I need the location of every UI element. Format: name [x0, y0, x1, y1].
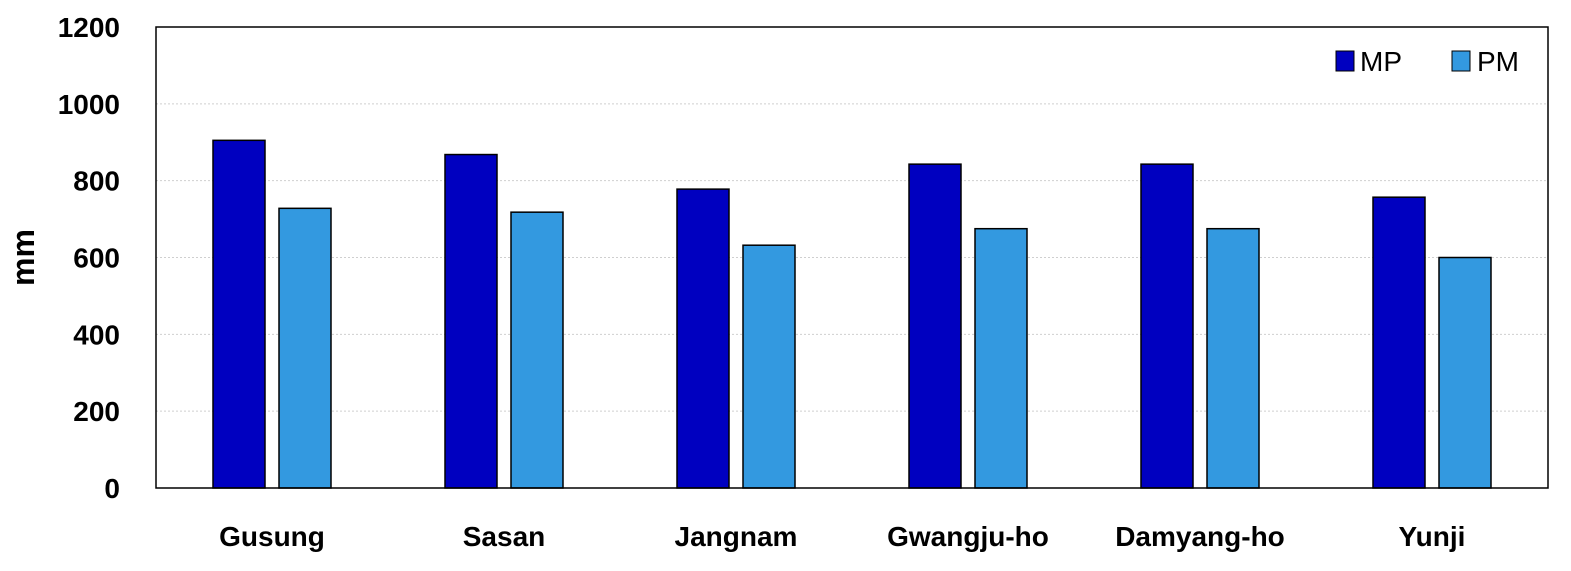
bar-mp-gusung — [212, 139, 266, 489]
y-tick-label: 400 — [73, 319, 120, 350]
x-category-label: Yunji — [1399, 521, 1466, 552]
y-axis-title: mm — [5, 229, 41, 286]
bar-mp-gwangju-ho — [908, 163, 962, 489]
y-tick-label: 0 — [104, 473, 120, 504]
bar-mp-damyang-ho — [1140, 163, 1194, 489]
bars — [212, 139, 1492, 489]
legend-swatch-mp — [1335, 50, 1355, 72]
x-axis-categories: Gusung Sasan Jangnam Gwangju-ho Damyang-ho Yu… — [219, 521, 1465, 552]
y-axis-ticks: 0 200 400 600 800 1000 1200 — [58, 12, 120, 504]
grid-lines — [156, 103, 1548, 412]
legend-label-mp: MP — [1360, 46, 1402, 77]
bar-pm-damyang-ho — [1206, 227, 1260, 489]
bar-pm-sasan — [510, 211, 564, 489]
x-category-label: Jangnam — [675, 521, 798, 552]
plot-frame — [155, 26, 1549, 489]
legend-swatch-pm — [1451, 50, 1471, 72]
bar-pm-jangnam — [742, 244, 796, 489]
bar-mp-yunji — [1372, 196, 1426, 489]
x-category-label: Gusung — [219, 521, 325, 552]
y-tick-label: 800 — [73, 166, 120, 197]
y-tick-label: 1200 — [58, 12, 120, 43]
bar-pm-gusung — [278, 207, 332, 489]
bar-mp-jangnam — [676, 188, 730, 489]
y-tick-label: 600 — [73, 243, 120, 274]
y-tick-label: 1000 — [58, 89, 120, 120]
legend: MP PM — [1335, 46, 1519, 77]
bar-pm-yunji — [1438, 256, 1492, 489]
x-category-label: Gwangju-ho — [887, 521, 1049, 552]
x-category-label: Damyang-ho — [1115, 521, 1285, 552]
bar-pm-gwangju-ho — [974, 227, 1028, 489]
x-category-label: Sasan — [463, 521, 546, 552]
bar-mp-sasan — [444, 153, 498, 489]
legend-label-pm: PM — [1477, 46, 1519, 77]
y-tick-label: 200 — [73, 396, 120, 427]
